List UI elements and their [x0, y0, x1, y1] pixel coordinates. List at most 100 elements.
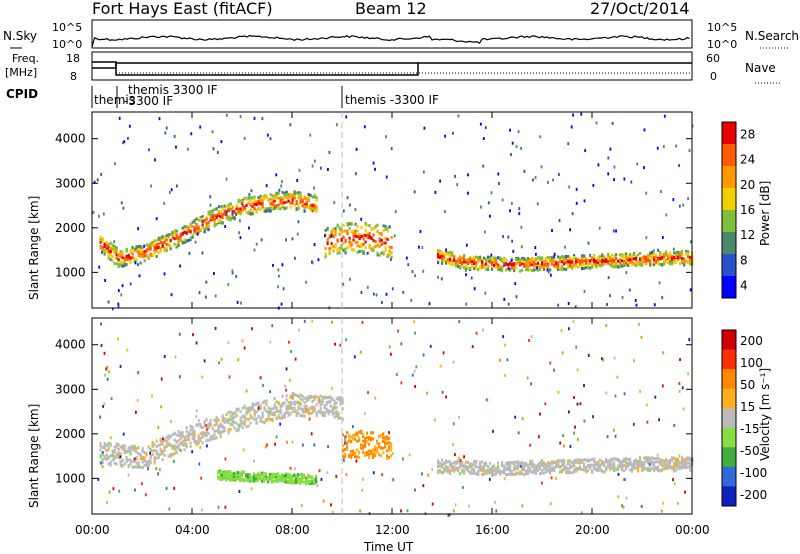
range-cell [239, 475, 242, 479]
range-cell [477, 472, 480, 476]
range-cell [183, 238, 186, 242]
noise-trace [91, 34, 690, 48]
range-cell [447, 460, 450, 464]
range-cell [139, 244, 142, 248]
scatter-cell [236, 300, 239, 304]
range-cell [561, 464, 564, 468]
range-cell [207, 438, 210, 442]
range-cell [219, 477, 222, 481]
range-cell [219, 475, 222, 479]
range-cell [445, 460, 448, 464]
range-cell [215, 207, 218, 211]
range-cell [683, 465, 686, 469]
range-cell [625, 254, 628, 258]
range-cell [181, 443, 184, 447]
range-cell [99, 455, 102, 459]
scatter-cell [311, 164, 314, 168]
range-cell [489, 259, 492, 263]
range-cell [111, 450, 114, 454]
scatter-cell [281, 180, 283, 184]
range-cell [649, 251, 652, 255]
scatter-cell [497, 172, 500, 176]
range-cell [629, 468, 632, 472]
scatter-cell [239, 115, 242, 119]
range-cell [253, 202, 256, 206]
scatter-cell [206, 444, 208, 448]
range-cell [447, 261, 450, 265]
range-cell [549, 461, 552, 465]
range-cell [453, 464, 456, 468]
scatter-cell [354, 172, 357, 176]
range-cell [463, 471, 466, 475]
scatter-cell [661, 236, 664, 240]
range-cell [368, 224, 371, 228]
range-cell [147, 256, 150, 260]
range-cell [157, 246, 160, 250]
range-cell [613, 465, 616, 469]
scatter-cell [238, 231, 241, 235]
range-cell [643, 255, 646, 259]
scatter-cell [444, 134, 447, 138]
scatter-cell [212, 272, 215, 276]
scatter-cell [574, 305, 577, 309]
scatter-cell [439, 364, 442, 368]
range-cell [651, 461, 654, 465]
range-cell [175, 245, 178, 249]
range-cell [103, 252, 106, 256]
scatter-cell [479, 122, 482, 126]
range-cell [467, 257, 470, 261]
range-cell [342, 249, 345, 253]
range-cell [195, 424, 198, 428]
range-cell [323, 411, 326, 415]
scatter-cell [448, 513, 451, 517]
range-cell [189, 441, 192, 445]
range-cell [659, 462, 662, 466]
scatter-cell [318, 469, 321, 473]
range-cell [627, 264, 630, 268]
range-cell [297, 473, 300, 477]
range-cell [245, 203, 248, 207]
range-cell [362, 434, 365, 438]
range-cell [267, 406, 270, 410]
range-cell [327, 400, 330, 404]
nsky-label: N.Sky [3, 29, 37, 43]
range-cell [217, 212, 220, 216]
range-cell [503, 464, 506, 468]
range-cell [145, 249, 148, 253]
range-cell [372, 233, 375, 237]
range-cell [181, 440, 184, 444]
range-cell [675, 255, 678, 259]
range-cell [364, 229, 367, 233]
range-cell [313, 478, 316, 482]
range-cell [378, 445, 381, 449]
scatter-cell [648, 462, 651, 466]
range-cell [261, 479, 264, 483]
range-cell [155, 243, 158, 247]
range-cell [273, 479, 276, 483]
freq-left-tick-bottom: 8 [70, 70, 77, 83]
range-cell [173, 444, 176, 448]
range-cell [553, 255, 556, 259]
range-cell [209, 437, 212, 441]
scatter-cell [607, 156, 610, 160]
range-cell [647, 461, 650, 465]
colorbar-tick-label: 8 [740, 253, 748, 267]
scatter-cell [617, 495, 620, 499]
range-cell [215, 420, 218, 424]
range-cell [113, 246, 116, 250]
range-cell [675, 457, 678, 461]
range-cell [673, 260, 676, 264]
range-cell [233, 475, 236, 479]
range-cell [633, 257, 636, 261]
range-cell [255, 210, 258, 214]
range-cell [249, 413, 252, 417]
range-cell [623, 253, 626, 257]
range-cell [341, 397, 344, 401]
range-cell [183, 443, 186, 447]
range-cell [217, 213, 220, 217]
range-cell [655, 253, 658, 257]
scatter-cell [643, 166, 645, 170]
range-cell [605, 258, 608, 262]
scatter-cell [622, 505, 625, 509]
range-cell [549, 464, 552, 468]
